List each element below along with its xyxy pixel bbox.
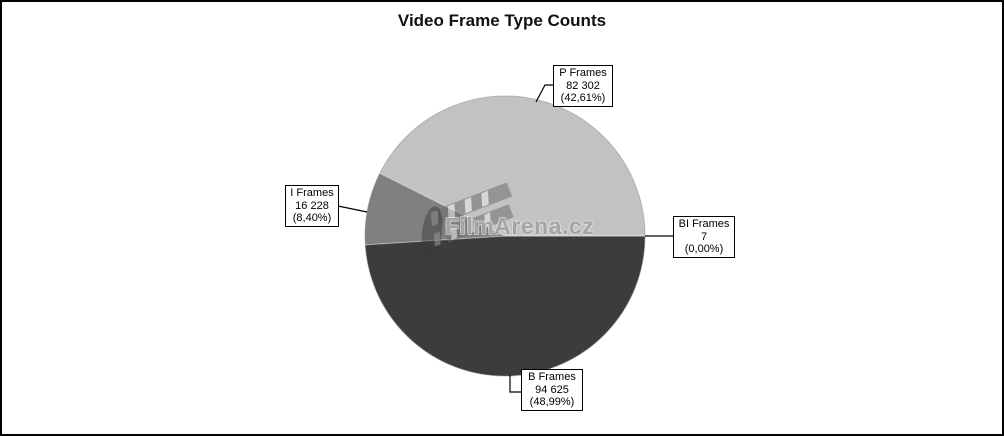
callout-bi-frames: BI Frames 7 (0,00%) xyxy=(673,216,735,258)
callout-label: P Frames xyxy=(559,67,607,79)
callout-leader-lines xyxy=(337,84,673,393)
chart-title: Video Frame Type Counts xyxy=(397,11,607,30)
leader-b-frames xyxy=(509,375,521,393)
callout-label: B Frames xyxy=(528,371,576,383)
leader-p-frames xyxy=(535,84,553,103)
leader-i-frames xyxy=(337,205,368,213)
callout-label: I Frames xyxy=(290,187,334,199)
callout-i-frames: I Frames 16 228 (8,40%) xyxy=(285,185,339,227)
callout-p-frames: P Frames 82 302 (42,61%) xyxy=(553,65,613,107)
callout-value: 16 228 xyxy=(295,199,329,212)
callout-percent: (42,61%) xyxy=(560,92,606,104)
callout-value: 82 302 xyxy=(566,79,600,92)
pie-slice-b-frames xyxy=(365,236,645,377)
callout-percent: (8,40%) xyxy=(292,212,332,224)
callout-value: 94 625 xyxy=(535,383,569,396)
callout-percent: (0,00%) xyxy=(684,243,724,255)
pie-slices xyxy=(364,95,646,377)
callout-value: 7 xyxy=(700,230,708,243)
callout-percent: (48,99%) xyxy=(529,396,575,408)
callout-label: BI Frames xyxy=(678,218,730,230)
callout-b-frames: B Frames 94 625 (48,99%) xyxy=(521,369,583,411)
